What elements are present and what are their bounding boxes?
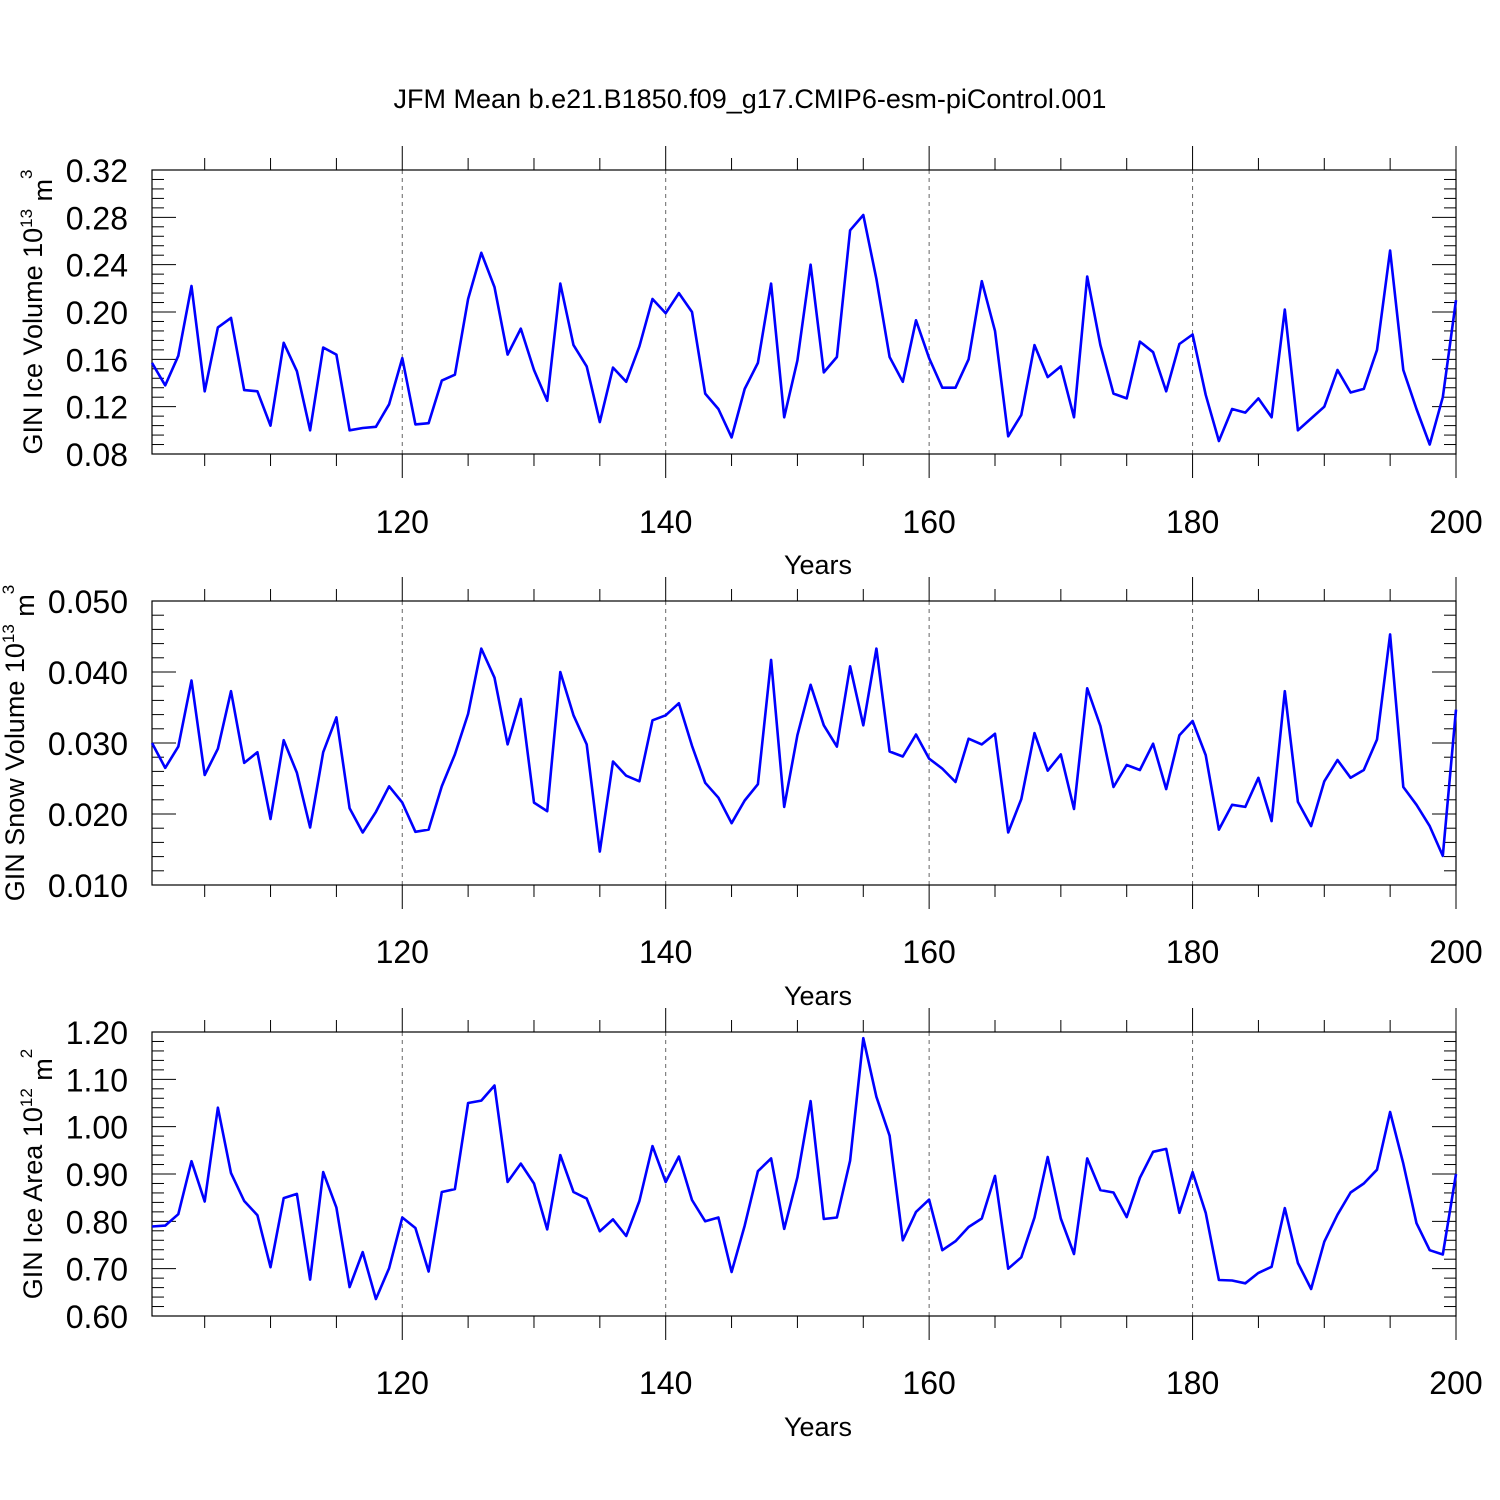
- x-tick-label: 120: [376, 934, 429, 970]
- y-tick-label: 1.00: [66, 1110, 128, 1146]
- y-tick-label: 0.020: [48, 797, 128, 833]
- y-tick-label: 0.16: [66, 342, 128, 378]
- series-line: [150, 213, 1458, 446]
- y-axis-title-sup: 12: [17, 1088, 36, 1107]
- x-tick-label: 200: [1429, 934, 1482, 970]
- y-axis-title: GIN Ice Volume 1013 m3: [17, 169, 58, 454]
- x-tick-label: 200: [1429, 1365, 1482, 1401]
- y-axis-title-sup: 13: [0, 624, 18, 643]
- y-axis-title-main: GIN Ice Area 10: [18, 1107, 48, 1299]
- y-axis-title-unit-sup: 3: [0, 585, 18, 594]
- y-axis-title: GIN Snow Volume 1013 m3: [0, 585, 40, 902]
- panel-1: 0.08 0.12 0.16 0.20 0.24 0.28 0.32 120 140 160 180…: [17, 146, 1483, 580]
- y-axis-title-main: GIN Snow Volume 10: [0, 643, 30, 901]
- y-axis-title-sup: 13: [17, 209, 36, 228]
- x-axis-title: Years: [784, 981, 852, 1011]
- x-axis-title: Years: [784, 550, 852, 580]
- y-tick-label: 0.28: [66, 200, 128, 236]
- x-tick-label: 160: [902, 504, 955, 540]
- x-tick-label: 160: [902, 934, 955, 970]
- y-axis-title-unit-sup: 2: [17, 1049, 36, 1058]
- y-axis-title-unit: m: [28, 1058, 58, 1088]
- y-tick-label: 0.010: [48, 868, 128, 904]
- x-tick-label: 160: [902, 1365, 955, 1401]
- y-tick-label: 0.040: [48, 655, 128, 691]
- y-tick-label: 0.24: [66, 248, 128, 284]
- y-tick-label: 0.60: [66, 1299, 128, 1335]
- chart-panels: 0.08 0.12 0.16 0.20 0.24 0.28 0.32 120 140 160 180…: [0, 146, 1483, 1442]
- y-axis-title-unit-sup: 3: [17, 169, 36, 178]
- y-tick-label: 0.32: [66, 153, 128, 189]
- y-axis-title: GIN Ice Area 1012 m2: [17, 1049, 58, 1300]
- x-tick-label: 200: [1429, 504, 1482, 540]
- panel-2: 0.010 0.020 0.030 0.040 0.050 120 140 160 180 200…: [0, 577, 1483, 1011]
- panel-3: 0.60 0.70 0.80 0.90 1.00 1.10 1.20 120 140 160 180…: [17, 1008, 1483, 1442]
- y-tick-label: 0.80: [66, 1204, 128, 1240]
- y-tick-label: 0.90: [66, 1157, 128, 1193]
- x-tick-label: 140: [639, 504, 692, 540]
- y-tick-label: 1.20: [66, 1015, 128, 1051]
- y-axis-title-unit: m: [28, 179, 58, 209]
- plot-frame: [151, 600, 1457, 886]
- x-axis-title: Years: [784, 1412, 852, 1442]
- x-tick-label: 120: [376, 504, 429, 540]
- y-tick-label: 0.20: [66, 295, 128, 331]
- series-line: [151, 1036, 1458, 1301]
- y-tick-label: 0.08: [66, 437, 128, 473]
- y-tick-label: 1.10: [66, 1062, 128, 1098]
- x-tick-label: 140: [639, 934, 692, 970]
- figure-title: JFM Mean b.e21.B1850.f09_g17.CMIP6-esm-p…: [394, 84, 1107, 114]
- y-axis-title-main: GIN Ice Volume 10: [18, 228, 48, 455]
- x-tick-label: 180: [1166, 934, 1219, 970]
- y-tick-label: 0.70: [66, 1252, 128, 1288]
- y-tick-label: 0.030: [48, 726, 128, 762]
- x-tick-label: 180: [1166, 1365, 1219, 1401]
- y-tick-label: 0.050: [48, 584, 128, 620]
- x-tick-label: 180: [1166, 504, 1219, 540]
- x-tick-label: 120: [376, 1365, 429, 1401]
- y-tick-label: 0.12: [66, 390, 128, 426]
- x-tick-label: 140: [639, 1365, 692, 1401]
- series-line: [150, 633, 1458, 858]
- y-axis-title-unit: m: [10, 594, 40, 624]
